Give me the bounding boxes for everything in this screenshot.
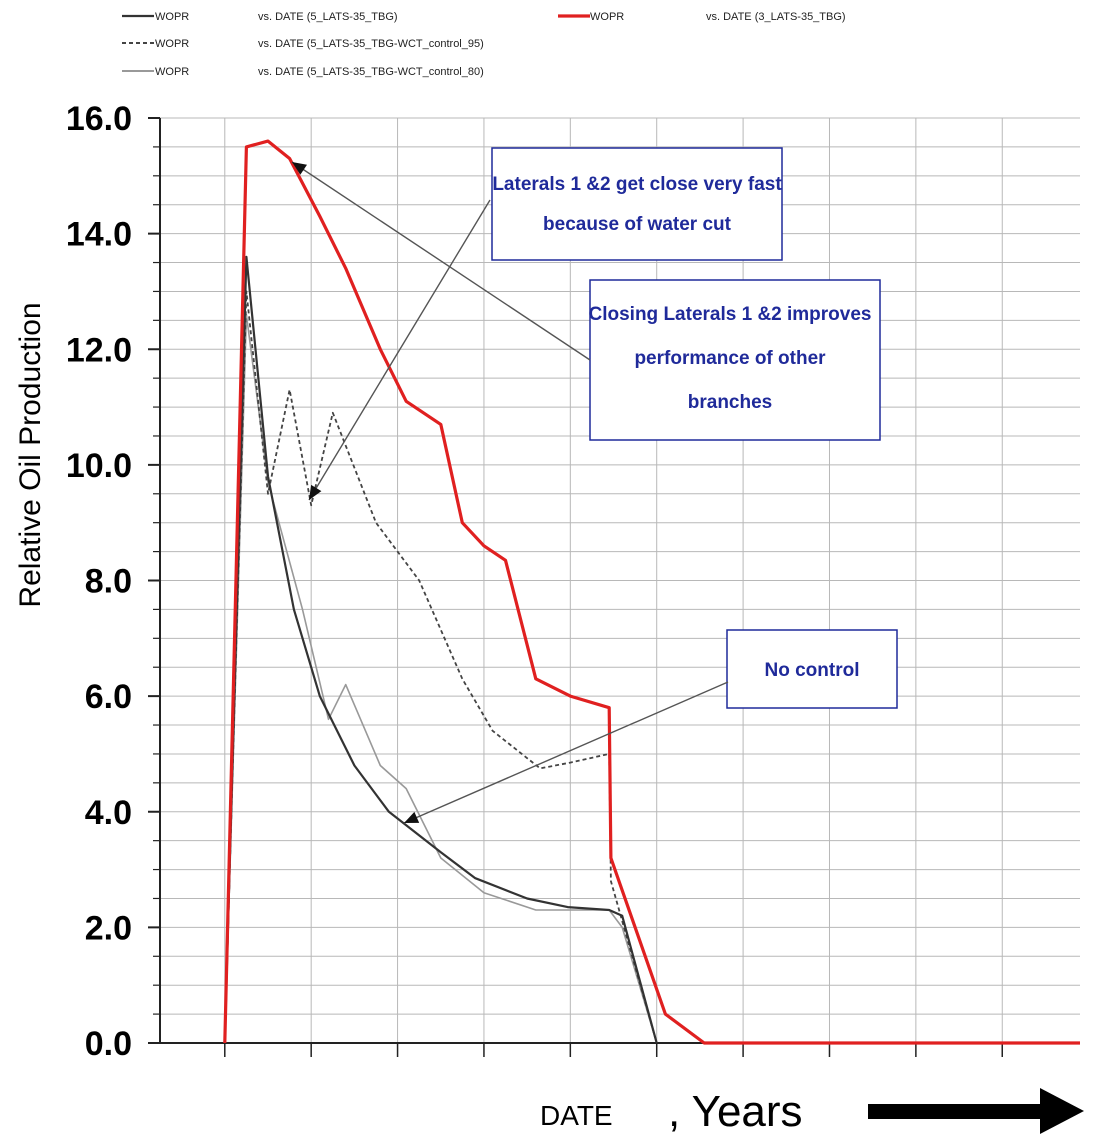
- annotation-arrow: [403, 681, 729, 824]
- annotation-text: Laterals 1 &2 get close very fast: [492, 174, 782, 195]
- legend-name: WOPR: [155, 11, 189, 23]
- legend-desc: vs. DATE (3_LATS-35_TBG): [706, 11, 846, 23]
- y-tick-label: 16.0: [66, 100, 132, 138]
- legend-desc: vs. DATE (5_LATS-35_TBG-WCT_control_80): [258, 66, 484, 78]
- annotations: Laterals 1 &2 get close very fast because…: [291, 147, 898, 824]
- y-axis-label: Relative Oil Production: [14, 302, 47, 607]
- y-tick-label: 6.0: [85, 678, 132, 716]
- annotation-arrow: [291, 161, 591, 361]
- y-tick-label: 10.0: [66, 447, 132, 485]
- annotation-arrowhead: [292, 162, 307, 175]
- series-lines: [223, 139, 1080, 1045]
- annotation-box: [491, 147, 783, 261]
- series-line: [223, 139, 1080, 1045]
- legend-name: WOPR: [155, 38, 189, 50]
- series-line: [223, 255, 658, 1044]
- legend-name: WOPR: [155, 66, 189, 78]
- annotation-text: Closing Laterals 1 &2 improves: [589, 304, 872, 325]
- annotation-text: No control: [765, 660, 860, 681]
- legend: WOPR vs. DATE (5_LATS-35_TBG) WOPR vs. DATE…: [122, 11, 846, 78]
- y-tick-label: 4.0: [85, 794, 132, 832]
- x-axis-arrow-icon: [868, 1088, 1084, 1134]
- annotation-arrowhead: [309, 484, 322, 500]
- y-tick-label: 14.0: [66, 216, 132, 254]
- annotation-text: branches: [688, 392, 772, 413]
- annotation-text: performance of other: [634, 348, 826, 369]
- y-tick-label: 12.0: [66, 331, 132, 369]
- y-tick-label: 0.0: [85, 1025, 132, 1063]
- annotation-arrow: [308, 199, 491, 501]
- x-axis-label-years: , Years: [668, 1087, 803, 1136]
- annotation-box: [726, 629, 898, 709]
- legend-name: WOPR: [590, 11, 624, 23]
- axes: 0.0 2.0 4.0 6.0 8.0 10.0 12.0 14.0 16.0: [66, 100, 1080, 1063]
- x-axis-label-date: DATE: [540, 1100, 613, 1131]
- y-tick-label: 2.0: [85, 909, 132, 947]
- annotation-text: because of water cut: [543, 214, 732, 235]
- legend-desc: vs. DATE (5_LATS-35_TBG-WCT_control_95): [258, 38, 484, 50]
- y-tick-label: 8.0: [85, 563, 132, 601]
- legend-desc: vs. DATE (5_LATS-35_TBG): [258, 11, 398, 23]
- grid: [160, 117, 1080, 1044]
- annotation-box: [589, 279, 881, 441]
- annotation-arrowhead: [404, 811, 420, 823]
- series-line: [223, 290, 658, 1044]
